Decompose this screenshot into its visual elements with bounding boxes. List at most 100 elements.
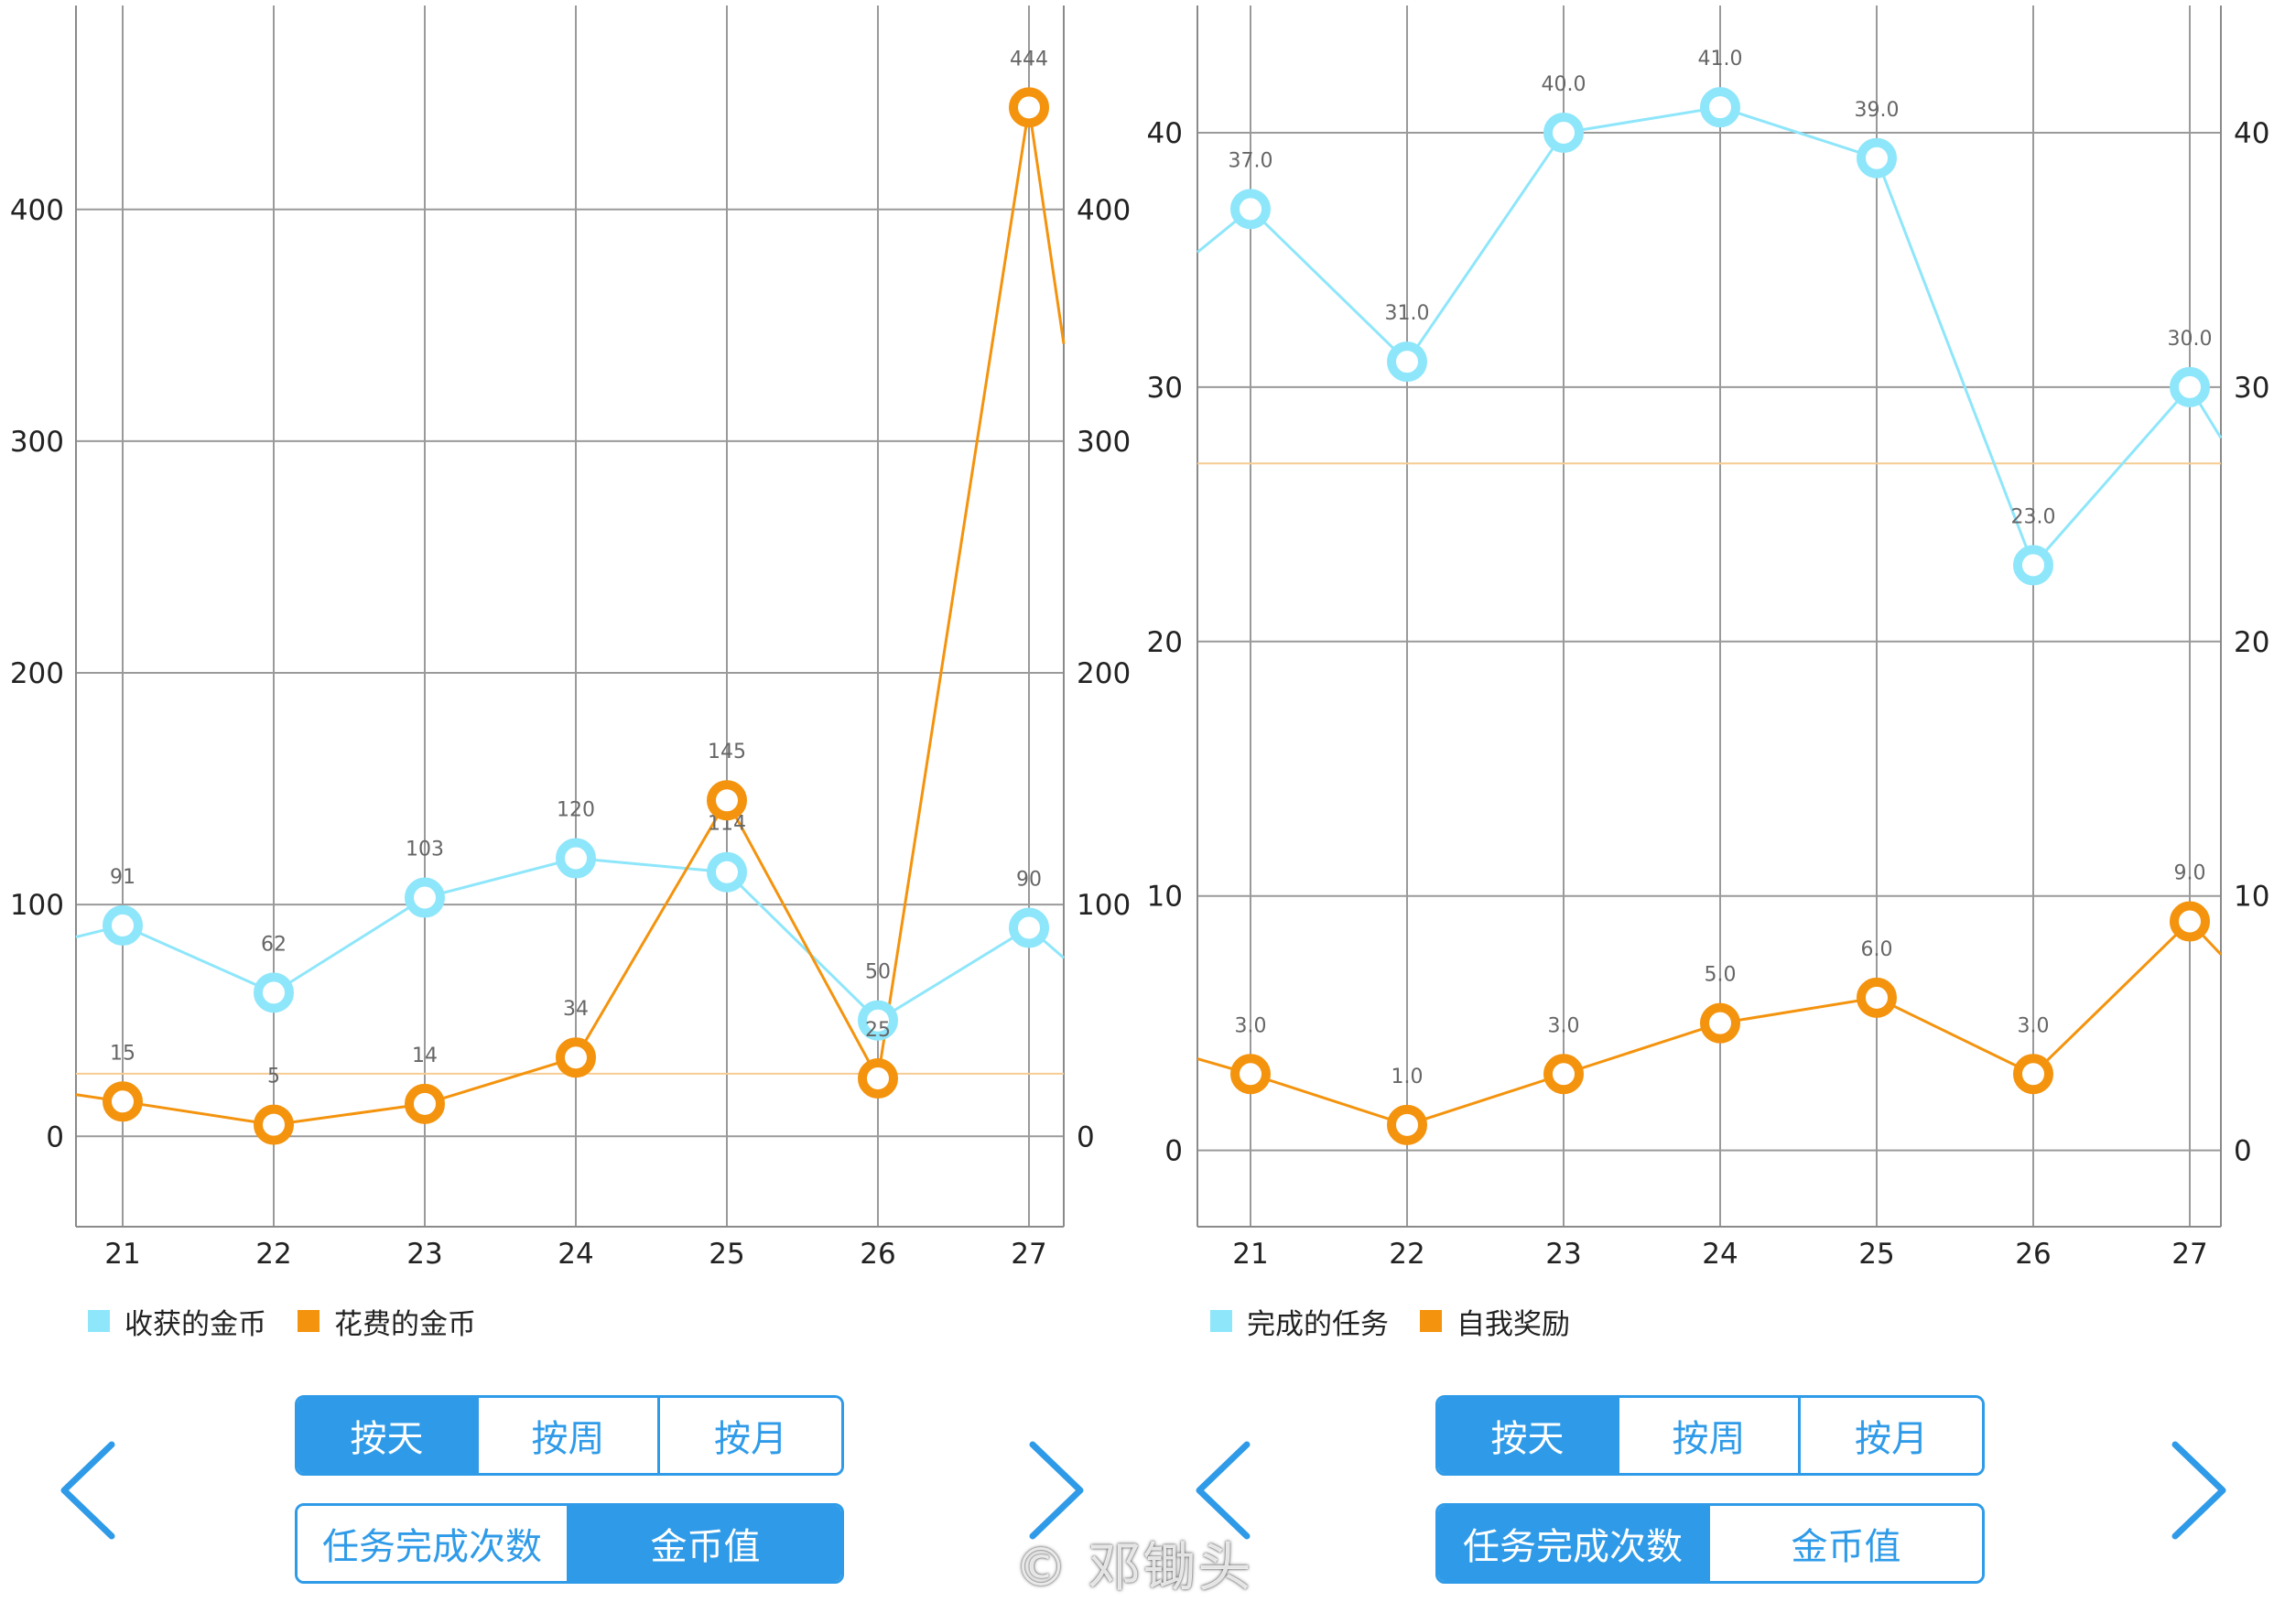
data-point — [2013, 545, 2053, 586]
data-point — [2170, 366, 2210, 407]
data-label: 6.0 — [1861, 938, 1893, 961]
data-label: 3.0 — [1235, 1014, 1267, 1037]
by-week-button[interactable]: 按周 — [1619, 1398, 1802, 1473]
data-label: 34 — [563, 998, 589, 1021]
data-point — [1009, 907, 1049, 948]
data-point — [2170, 901, 2210, 942]
data-label: 62 — [261, 933, 287, 956]
series-line — [1197, 105, 2223, 568]
data-point — [1700, 1002, 1740, 1044]
data-point — [556, 838, 596, 879]
chevron-right-icon[interactable] — [2159, 1435, 2232, 1545]
y-tick-label-right: 400 — [1077, 194, 1131, 227]
task-count-button[interactable]: 任务完成次数 — [298, 1506, 570, 1581]
mode-segmented-control: 任务完成次数 金币值 — [295, 1503, 844, 1584]
x-tick-label: 26 — [2015, 1238, 2051, 1271]
data-label: 90 — [1016, 868, 1042, 891]
x-tick-label: 25 — [1858, 1238, 1894, 1271]
y-tick-label-right: 0 — [2234, 1135, 2252, 1168]
data-point — [858, 1000, 898, 1041]
y-tick-label-left: 10 — [1147, 881, 1183, 914]
coin-value-button[interactable]: 金币值 — [1710, 1506, 1982, 1581]
legend-item-self-reward: 自我奖励 — [1420, 1301, 1570, 1342]
data-label: 31.0 — [1385, 302, 1430, 325]
data-label: 444 — [1010, 48, 1048, 70]
chevron-left-icon[interactable] — [1190, 1435, 1263, 1545]
by-day-button[interactable]: 按天 — [298, 1398, 480, 1473]
by-month-button[interactable]: 按月 — [660, 1398, 841, 1473]
data-point — [1230, 1054, 1271, 1095]
task-count-chart: 0 0 10 10 20 20 30 30 40 40 21 22 23 24 25 26 27 37.0 31.0… — [1147, 5, 2269, 1271]
y-tick-label-left: 300 — [10, 426, 64, 459]
data-point — [556, 1037, 596, 1078]
by-month-button[interactable]: 按月 — [1801, 1398, 1982, 1473]
data-point — [858, 1057, 898, 1099]
legend-label: 花费的金币 — [334, 1307, 476, 1341]
data-point — [2013, 1054, 2053, 1095]
data-point — [405, 1083, 445, 1124]
x-tick-label: 27 — [1011, 1238, 1046, 1271]
by-day-button[interactable]: 按天 — [1438, 1398, 1620, 1473]
y-tick-label-left: 400 — [10, 194, 64, 227]
legend-item-completed-tasks: 完成的任务 — [1210, 1301, 1389, 1342]
series-line — [75, 857, 1065, 1023]
coin-value-chart: 0 0 100 100 200 200 300 300 400 400 21 22 23 24 25 26 27… — [10, 5, 1131, 1271]
data-point — [1857, 977, 1897, 1018]
legend-swatch — [1210, 1310, 1232, 1332]
chevron-left-icon[interactable] — [55, 1435, 128, 1545]
y-tick-label-left: 0 — [46, 1121, 64, 1153]
data-point — [1230, 189, 1271, 230]
y-tick-label-left: 200 — [10, 657, 64, 690]
x-tick-label: 22 — [1389, 1238, 1424, 1271]
data-label: 3.0 — [2018, 1014, 2050, 1037]
by-week-button[interactable]: 按周 — [479, 1398, 661, 1473]
mode-segmented-control: 任务完成次数 金币值 — [1435, 1503, 1985, 1584]
data-point — [254, 1104, 294, 1145]
legend-swatch — [1420, 1310, 1442, 1332]
x-tick-label: 25 — [709, 1238, 744, 1271]
y-tick-label-left: 0 — [1164, 1135, 1183, 1168]
data-point — [1857, 137, 1897, 179]
legend-item-earned-coins: 收获的金币 — [88, 1301, 266, 1342]
legend-item-spent-coins: 花费的金币 — [298, 1301, 476, 1342]
right-panel: 0 0 10 10 20 20 30 30 40 40 21 22 23 24 25 26 27 37.0 31.0… — [1137, 0, 2274, 1624]
data-point — [707, 851, 747, 893]
data-point — [1543, 1054, 1584, 1095]
data-label: 14 — [412, 1045, 438, 1067]
y-tick-label-right: 20 — [2234, 626, 2269, 659]
data-label: 50 — [865, 961, 891, 984]
task-count-button[interactable]: 任务完成次数 — [1438, 1506, 1711, 1581]
legend-label: 自我奖励 — [1456, 1307, 1570, 1341]
data-label: 41.0 — [1698, 48, 1743, 70]
data-point — [1700, 87, 1740, 128]
data-point — [405, 877, 445, 918]
x-tick-label: 24 — [1702, 1238, 1738, 1271]
chevron-right-icon[interactable] — [1016, 1435, 1089, 1545]
y-tick-label-right: 10 — [2234, 881, 2269, 914]
data-label: 40.0 — [1542, 73, 1586, 96]
data-point — [707, 780, 747, 821]
data-label: 3.0 — [1548, 1014, 1580, 1037]
data-point — [1543, 112, 1584, 153]
y-tick-label-right: 0 — [1077, 1121, 1095, 1153]
data-point — [1387, 341, 1427, 383]
data-label: 120 — [557, 799, 595, 822]
x-tick-label: 26 — [860, 1238, 895, 1271]
chart-legend: 完成的任务 自我奖励 — [1210, 1298, 1601, 1344]
y-tick-label-left: 40 — [1147, 117, 1183, 150]
left-panel: 0 0 100 100 200 200 300 300 400 400 21 22 23 24 25 26 27… — [10, 5, 1131, 1584]
chart-legend: 收获的金币 花费的金币 — [88, 1298, 507, 1344]
x-tick-label: 27 — [2171, 1238, 2207, 1271]
data-label: 9.0 — [2174, 862, 2206, 885]
data-label: 145 — [708, 741, 746, 763]
data-point — [103, 904, 143, 946]
data-point — [1387, 1104, 1427, 1145]
coin-value-button[interactable]: 金币值 — [569, 1506, 841, 1581]
legend-swatch — [298, 1310, 319, 1332]
data-label: 37.0 — [1229, 149, 1273, 172]
legend-label: 收获的金币 — [125, 1307, 266, 1341]
data-label: 23.0 — [2011, 505, 2056, 528]
y-tick-label-right: 30 — [2234, 372, 2269, 405]
x-tick-label: 21 — [1232, 1238, 1268, 1271]
period-segmented-control: 按天 按周 按月 — [1435, 1395, 1985, 1476]
